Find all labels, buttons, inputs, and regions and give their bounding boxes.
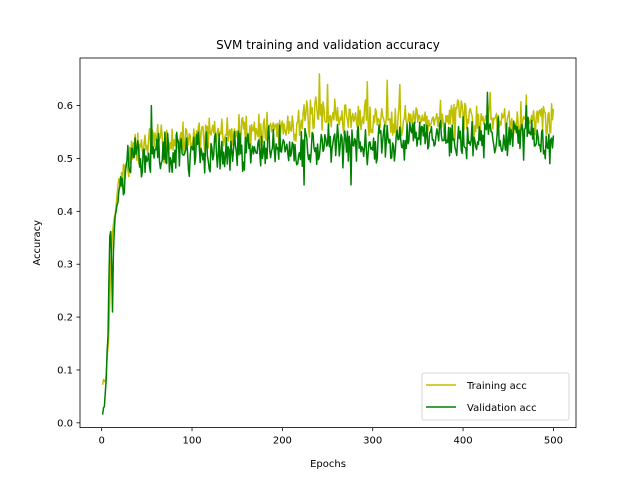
plot-frame xyxy=(79,57,577,429)
y-tick-label: 0.5 xyxy=(57,154,73,165)
y-tick-label: 0.2 xyxy=(57,313,73,324)
x-tick-label: 200 xyxy=(273,436,292,447)
x-tick-label: 0 xyxy=(98,436,104,447)
x-tick-label: 500 xyxy=(544,436,563,447)
y-axis: 0.0 0.1 0.2 0.3 0.4 0.5 0.6 xyxy=(57,101,80,429)
series-line-training xyxy=(101,73,555,385)
x-tick-label: 100 xyxy=(182,436,201,447)
y-axis-label: Accuracy xyxy=(32,220,43,266)
y-tick-label: 0.0 xyxy=(57,418,73,429)
series-layer xyxy=(101,73,555,415)
series-line-validation xyxy=(101,91,555,415)
y-tick-label: 0.4 xyxy=(57,207,73,218)
x-tick-label: 300 xyxy=(363,436,382,447)
x-axis-label: Epochs xyxy=(310,459,346,470)
x-axis: 0 100 200 300 400 500 xyxy=(98,427,563,447)
legend-label-validation: Validation acc xyxy=(467,403,537,414)
legend: Training acc Validation acc xyxy=(421,372,570,421)
y-tick-label: 0.1 xyxy=(57,365,73,376)
y-tick-label: 0.6 xyxy=(57,101,73,112)
chart-title: SVM training and validation accuracy xyxy=(216,38,440,52)
legend-box xyxy=(421,372,570,421)
y-tick-label: 0.3 xyxy=(57,260,73,271)
x-tick-label: 400 xyxy=(454,436,473,447)
legend-label-training: Training acc xyxy=(466,381,527,392)
